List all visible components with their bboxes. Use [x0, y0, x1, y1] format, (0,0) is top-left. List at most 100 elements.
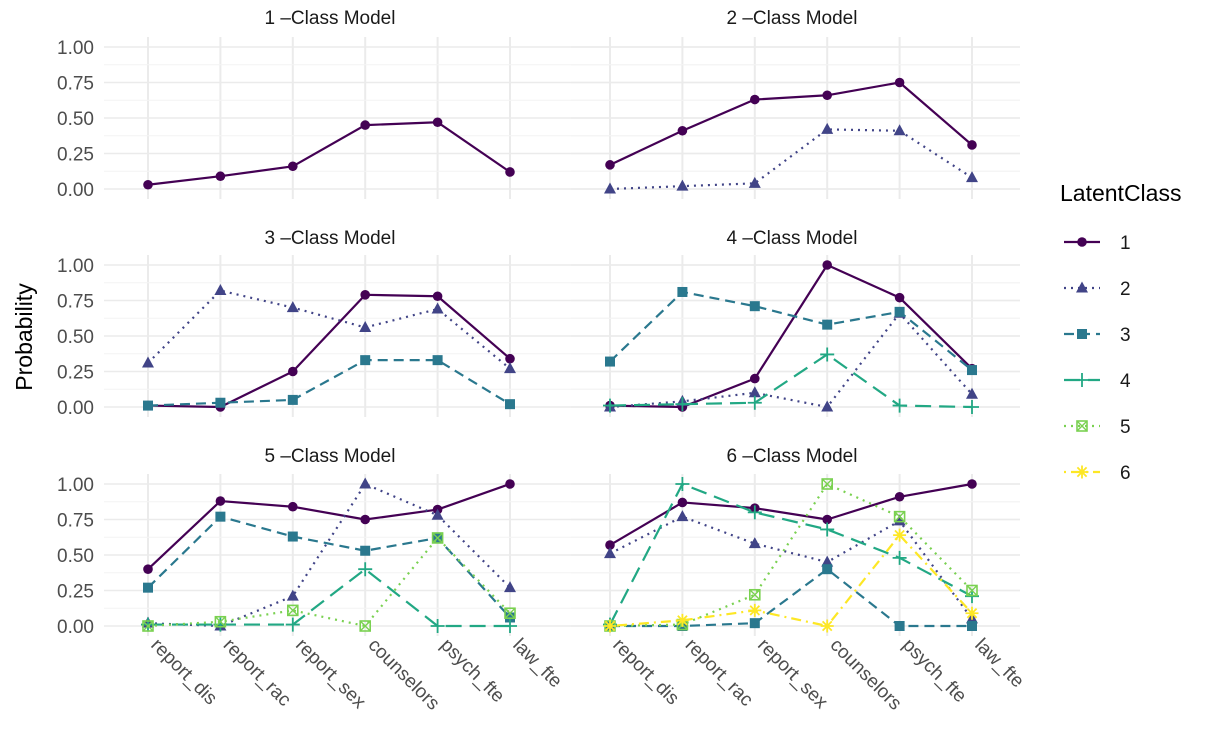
data-point	[360, 120, 371, 130]
marker-shape	[750, 94, 760, 105]
marker-shape	[359, 620, 371, 632]
data-point	[215, 397, 226, 408]
marker-shape	[749, 301, 760, 312]
marker-shape	[748, 386, 761, 398]
panel-title: 6 –Class Model	[727, 446, 858, 467]
data-point	[894, 292, 905, 303]
series-class-2	[604, 122, 978, 194]
data-point	[431, 302, 444, 314]
marker-shape	[1076, 420, 1088, 432]
data-point	[360, 514, 371, 525]
marker-shape	[747, 395, 762, 410]
marker-shape	[287, 604, 299, 616]
data-point	[893, 514, 906, 526]
data-point	[142, 620, 154, 632]
legend-key-marker	[1075, 465, 1089, 479]
data-point	[286, 589, 299, 601]
marker-shape	[143, 582, 153, 593]
series-line	[148, 568, 510, 628]
marker-shape	[893, 510, 906, 523]
data-point	[749, 618, 760, 629]
marker-shape	[285, 617, 300, 632]
marker-shape	[288, 501, 298, 512]
marker-shape	[894, 306, 905, 317]
marker-shape	[820, 522, 835, 537]
legend-item-2: 2	[1064, 279, 1131, 300]
marker-shape	[215, 511, 226, 522]
data-point	[893, 510, 906, 523]
data-point	[605, 540, 615, 550]
marker-shape	[748, 588, 761, 601]
y-tick-label: 0.25	[57, 145, 94, 166]
marker-shape	[676, 179, 689, 191]
series-line	[609, 312, 973, 409]
marker-shape	[431, 532, 444, 544]
marker-shape	[360, 120, 371, 130]
data-point	[965, 400, 979, 414]
data-point	[750, 94, 760, 105]
marker-shape	[432, 291, 443, 302]
data-point	[677, 286, 688, 297]
legend-key-marker	[1077, 237, 1087, 247]
series-line	[609, 290, 973, 371]
panel-6: 6 –Class Model report_disreport_racreport…	[571, 446, 1028, 715]
marker-shape	[603, 398, 617, 413]
marker-shape	[605, 356, 615, 367]
x-tick-label: law_fte	[508, 635, 565, 692]
y-tick-label: 0.50	[57, 546, 94, 567]
data-point	[287, 531, 298, 542]
data-point	[893, 124, 906, 136]
marker-shape	[1077, 237, 1087, 247]
data-point	[505, 353, 515, 364]
marker-shape	[822, 260, 832, 270]
x-tick-label: report_sex	[291, 635, 370, 714]
legend-item-5: 5	[1064, 417, 1131, 438]
data-point	[430, 619, 445, 633]
data-point	[821, 400, 834, 412]
series-class-3	[605, 286, 977, 376]
series-line	[147, 121, 511, 186]
y-tick-label: 1.00	[57, 256, 94, 277]
x-tick-label: law_fte	[970, 635, 1027, 692]
series-line	[147, 359, 511, 407]
y-tick-label: 0.00	[57, 617, 94, 638]
marker-shape	[967, 140, 977, 150]
data-point	[821, 555, 834, 567]
marker-shape	[605, 160, 615, 170]
data-point	[143, 582, 153, 593]
panel-1: 1 –Class Model 0.00 0.25 0.50 0.75 1.00	[57, 8, 1020, 201]
marker-shape	[750, 373, 760, 384]
series-line	[609, 515, 973, 620]
marker-shape	[822, 514, 832, 525]
series-class-2	[142, 284, 516, 374]
x-tick-label: report_rac	[219, 635, 295, 711]
legend-item-1: 1	[1064, 233, 1131, 254]
data-point	[676, 510, 689, 522]
series-line	[147, 536, 511, 628]
panel-2: 2 –Class Model	[571, 8, 1020, 199]
x-tick-label: psych_fte	[436, 635, 508, 707]
x-tick-label: counselors	[364, 635, 444, 715]
series-line	[147, 515, 511, 619]
data-point	[603, 398, 617, 413]
data-point	[967, 140, 977, 150]
series-class-4	[603, 347, 979, 414]
data-point	[504, 581, 516, 593]
series-line	[147, 289, 511, 370]
y-tick-label: 0.75	[57, 74, 94, 95]
data-point	[505, 399, 515, 410]
marker-shape	[966, 387, 978, 399]
marker-shape	[359, 320, 372, 332]
data-point	[285, 617, 300, 632]
data-point	[820, 347, 835, 362]
data-point	[821, 478, 834, 490]
marker-shape	[748, 176, 761, 188]
data-point	[821, 122, 834, 134]
marker-shape	[677, 125, 688, 136]
data-point	[360, 290, 371, 300]
marker-shape	[288, 366, 298, 377]
series-class-1	[143, 479, 515, 574]
marker-shape	[215, 397, 226, 408]
legend-title: LatentClass	[1060, 180, 1181, 206]
data-point	[822, 564, 833, 575]
